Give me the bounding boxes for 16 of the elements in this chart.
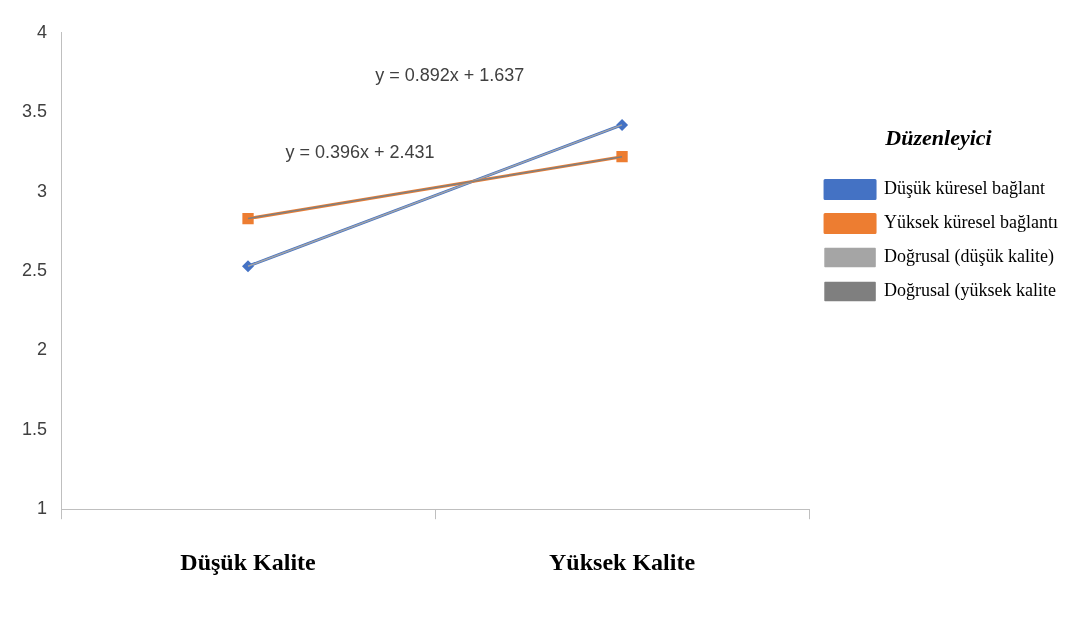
x-tick-label: Düşük Kalite: [180, 548, 317, 575]
y-tick-label: 2: [37, 339, 48, 360]
legend-title: Düzenleyici: [884, 124, 993, 150]
y-tick-label: 3.5: [21, 101, 48, 122]
legend-label: Düşük küresel bağlant: [884, 178, 1046, 199]
annotation: y = 0.892x + 1.637: [375, 64, 525, 85]
legend-label: Doğrusal (yüksek kalite: [884, 280, 1057, 302]
y-tick-label: 2.5: [21, 259, 48, 280]
annotation: y = 0.396x + 2.431: [285, 141, 435, 162]
y-tick-label: 1: [37, 498, 48, 519]
y-tick-label: 3: [37, 180, 48, 201]
legend-label: Doğrusal (düşük kalite): [884, 246, 1055, 268]
y-tick-label: 1.5: [21, 418, 48, 439]
x-tick-label: Yüksek Kalite: [549, 548, 696, 575]
y-tick-label: 4: [37, 21, 48, 42]
legend-label: Yüksek küresel bağlantı: [884, 212, 1058, 233]
